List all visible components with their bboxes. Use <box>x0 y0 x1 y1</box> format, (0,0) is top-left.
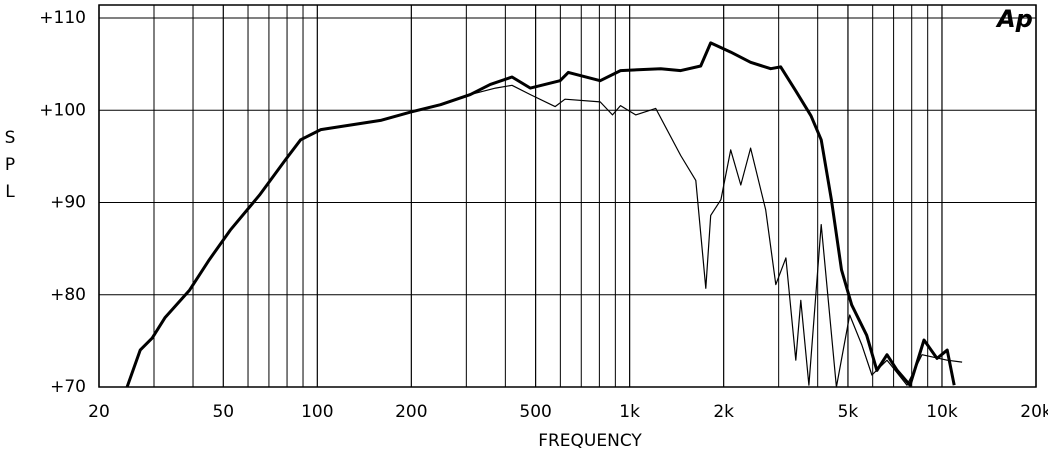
y-tick-label: +70 <box>50 377 86 397</box>
x-tick-label: 5k <box>838 402 859 422</box>
series-line <box>125 41 956 388</box>
y-tick-label: +100 <box>39 100 86 120</box>
x-axis-label: FREQUENCY <box>538 431 642 451</box>
y-tick-label: +110 <box>39 8 86 28</box>
x-tick-label: 100 <box>301 402 333 422</box>
plot-frame <box>98 4 1037 388</box>
y-tick-label: +90 <box>50 193 86 213</box>
x-tick-label: 500 <box>519 402 551 422</box>
y-tick-label: +80 <box>50 285 86 305</box>
x-tick-label: 1k <box>619 402 640 422</box>
series-line <box>410 84 963 388</box>
x-tick-label: 10k <box>926 402 958 422</box>
x-tick-label: 20k <box>1020 402 1048 422</box>
x-tick-label: 20 <box>88 402 110 422</box>
logo: Ap <box>995 5 1033 33</box>
x-tick-label: 50 <box>212 402 234 422</box>
x-tick-label: 2k <box>713 402 734 422</box>
x-tick-label: 200 <box>395 402 427 422</box>
